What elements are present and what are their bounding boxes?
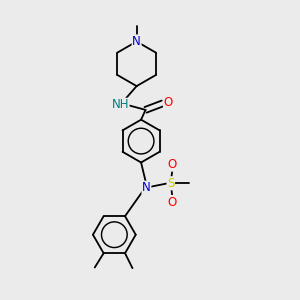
Text: N: N [132, 35, 141, 48]
Text: S: S [167, 177, 175, 190]
Text: O: O [164, 96, 173, 109]
Text: NH: NH [112, 98, 129, 111]
Text: N: N [142, 181, 151, 194]
Text: O: O [168, 158, 177, 171]
Text: O: O [168, 196, 177, 208]
